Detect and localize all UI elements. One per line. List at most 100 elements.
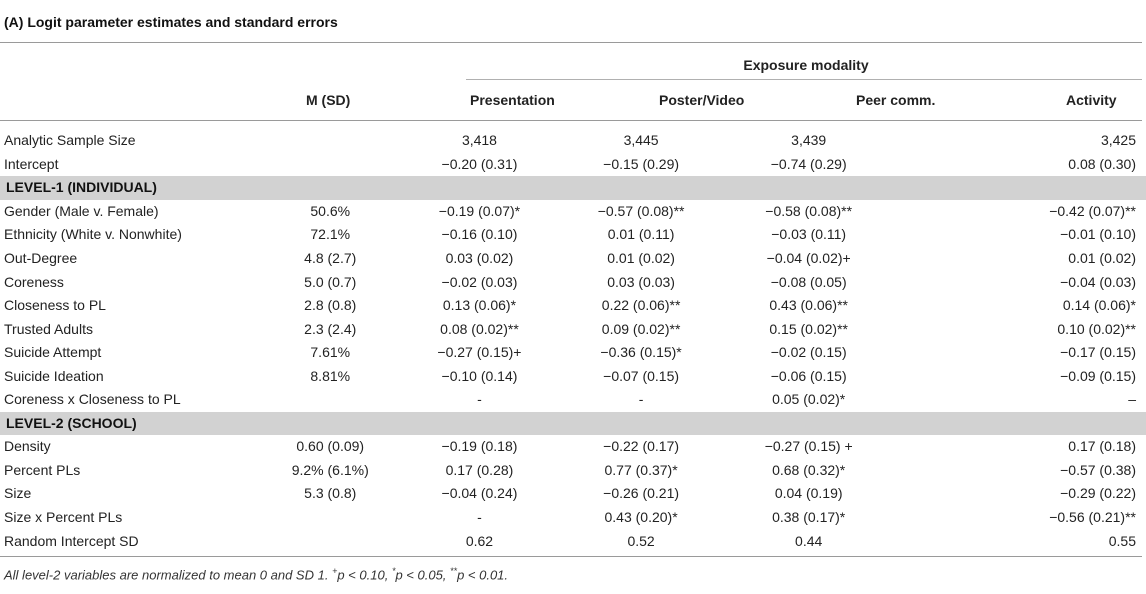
table-cell: −0.27 (0.15) + bbox=[764, 438, 853, 455]
table-cell: 0.03 (0.02) bbox=[445, 250, 514, 266]
table-row: Coreness x Closeness to PL - - 0.05 (0.02)*… bbox=[0, 388, 1146, 412]
table-cell bbox=[261, 506, 399, 530]
section-label: LEVEL-1 (INDIVIDUAL) bbox=[0, 176, 1146, 200]
table-cell: 0.17 (0.28) bbox=[445, 461, 514, 478]
table-row: Coreness 5.0 (0.7) −0.02 (0.03) 0.03 (0.03)… bbox=[0, 270, 1146, 294]
table-cell: 50.6% bbox=[310, 202, 351, 219]
col-header-msd: M (SD) bbox=[306, 92, 351, 108]
table-cell: −0.36 (0.15)* bbox=[600, 344, 682, 361]
table-cell: −0.02 (0.03) bbox=[441, 273, 518, 290]
top-rule bbox=[0, 42, 1142, 43]
table-cell: −0.42 (0.07)** bbox=[1049, 202, 1136, 219]
table-cell: −0.56 (0.21)** bbox=[1049, 509, 1136, 526]
table-cell: 0.43 (0.20)* bbox=[604, 509, 678, 526]
row-label: Suicide Ideation bbox=[4, 367, 104, 384]
table-cell: −0.22 (0.17) bbox=[603, 438, 680, 455]
table-cell: 0.08 (0.30) bbox=[1068, 155, 1136, 172]
table-cell: 0.52 bbox=[627, 532, 655, 549]
table-cell: 0.15 (0.02)** bbox=[769, 320, 848, 337]
table-cell: 0.10 (0.02)** bbox=[1057, 320, 1136, 337]
table-row: Random Intercept SD 0.62 0.52 0.44 0.55 bbox=[0, 529, 1146, 553]
table-cell: 72.1% bbox=[310, 226, 351, 243]
table-cell: −0.04 (0.24) bbox=[441, 485, 518, 502]
exposure-modality-header: Exposure modality bbox=[743, 57, 869, 73]
table-cell bbox=[261, 529, 399, 553]
table-cell: 5.0 (0.7) bbox=[304, 273, 357, 290]
table-cell: - bbox=[477, 391, 482, 408]
col-header-poster-video: Poster/Video bbox=[659, 92, 745, 108]
table-cell: 0.04 (0.19) bbox=[774, 485, 843, 502]
table-cell: −0.20 (0.31) bbox=[441, 155, 518, 172]
table-row: Size x Percent PLs - 0.43 (0.20)* 0.38 (0.1… bbox=[0, 506, 1146, 530]
table-row: Intercept −0.20 (0.31) −0.15 (0.29) −0.74 (… bbox=[0, 153, 1146, 177]
table-cell: 4.8 (2.7) bbox=[304, 250, 357, 266]
table-cell: −0.07 (0.15) bbox=[603, 367, 680, 384]
table-footnote: All level-2 variables are normalized to … bbox=[4, 566, 508, 582]
footnote-plus-symbol: + bbox=[332, 566, 338, 576]
table-cell: 0.43 (0.06)** bbox=[769, 297, 848, 314]
table-cell bbox=[261, 129, 399, 153]
col-header-presentation: Presentation bbox=[470, 92, 555, 108]
table-cell: 5.3 (0.8) bbox=[304, 485, 357, 502]
table-cell: 9.2% (6.1%) bbox=[291, 461, 369, 478]
table-cell: −0.27 (0.15)+ bbox=[437, 344, 522, 361]
table-cell: −0.19 (0.18) bbox=[441, 438, 518, 455]
table-cell: 3,418 bbox=[461, 132, 497, 149]
table-row: Percent PLs 9.2% (6.1%) 0.17 (0.28) 0.77 (0… bbox=[0, 459, 1146, 483]
footnote-star-text: p < 0.05, bbox=[395, 567, 447, 583]
header-rule bbox=[0, 120, 1142, 121]
table-cell bbox=[261, 153, 399, 177]
row-label: Coreness bbox=[4, 273, 64, 290]
row-label: Analytic Sample Size bbox=[4, 132, 136, 149]
table-cell: 3,445 bbox=[623, 132, 659, 149]
table-cell: −0.57 (0.08)** bbox=[597, 202, 685, 219]
table-row: Gender (Male v. Female) 50.6% −0.19 (0.07)… bbox=[0, 200, 1146, 224]
row-label: Out-Degree bbox=[4, 250, 78, 266]
results-table: Analytic Sample Size 3,418 3,445 3,439 3,425… bbox=[0, 129, 1146, 553]
table-row: Trusted Adults 2.3 (2.4) 0.08 (0.02)** 0.09… bbox=[0, 317, 1146, 341]
section-row: LEVEL-1 (INDIVIDUAL) bbox=[0, 176, 1146, 200]
table-cell: −0.10 (0.14) bbox=[441, 367, 518, 384]
table-cell: 2.8 (0.8) bbox=[304, 297, 357, 314]
table-cell: - bbox=[638, 391, 644, 408]
table-cell: −0.09 (0.15) bbox=[1060, 367, 1136, 384]
table-cell: – bbox=[1128, 391, 1136, 408]
table-cell: 0.09 (0.02)** bbox=[601, 320, 681, 337]
table-cell: 3,425 bbox=[1100, 132, 1136, 149]
table-cell: 0.22 (0.06)** bbox=[601, 297, 681, 314]
table-cell: 0.38 (0.17)* bbox=[772, 509, 846, 526]
footnote-double-star-text: p < 0.01. bbox=[457, 567, 509, 583]
table-cell: 0.60 (0.09) bbox=[296, 438, 365, 455]
section-row: LEVEL-2 (SCHOOL) bbox=[0, 411, 1146, 436]
row-label: Closeness to PL bbox=[4, 297, 106, 314]
row-label: Random Intercept SD bbox=[4, 532, 139, 549]
section-label: LEVEL-2 (SCHOOL) bbox=[0, 411, 1146, 436]
table-cell: −0.01 (0.10) bbox=[1060, 226, 1136, 243]
table-cell: 0.01 (0.02) bbox=[1068, 250, 1136, 266]
table-cell: 0.77 (0.37)* bbox=[604, 461, 678, 478]
table-cell: −0.08 (0.05) bbox=[770, 273, 847, 290]
table-row: Ethnicity (White v. Nonwhite) 72.1% −0.16 … bbox=[0, 223, 1146, 247]
table-row: Size 5.3 (0.8) −0.04 (0.24) −0.26 (0.21) 0.0… bbox=[0, 482, 1146, 506]
table-cell: - bbox=[477, 509, 482, 526]
bottom-rule bbox=[0, 556, 1142, 557]
table-cell: −0.15 (0.29) bbox=[603, 155, 680, 172]
row-label: Gender (Male v. Female) bbox=[4, 202, 159, 219]
table-row: Analytic Sample Size 3,418 3,445 3,439 3,425 bbox=[0, 129, 1146, 153]
table-cell: 7.61% bbox=[310, 344, 351, 361]
table-cell: 0.08 (0.02)** bbox=[440, 320, 519, 337]
table-cell: 0.01 (0.02) bbox=[607, 250, 675, 266]
table-row: Suicide Attempt 7.61% −0.27 (0.15)+ −0.36 (… bbox=[0, 341, 1146, 365]
footnote-plus-text: p < 0.10, bbox=[337, 567, 389, 583]
table-cell: 2.3 (2.4) bbox=[304, 320, 357, 337]
table-cell: −0.16 (0.10) bbox=[441, 226, 518, 243]
table-cell: 8.81% bbox=[310, 367, 351, 384]
table-cell: −0.03 (0.11) bbox=[771, 226, 847, 243]
col-header-peer-comm: Peer comm. bbox=[856, 92, 936, 108]
col-header-activity: Activity bbox=[1066, 92, 1117, 108]
row-label: Density bbox=[4, 438, 51, 455]
table-cell: −0.58 (0.08)** bbox=[765, 202, 853, 219]
row-label: Suicide Attempt bbox=[4, 344, 102, 361]
table-cell: −0.74 (0.29) bbox=[770, 155, 847, 172]
